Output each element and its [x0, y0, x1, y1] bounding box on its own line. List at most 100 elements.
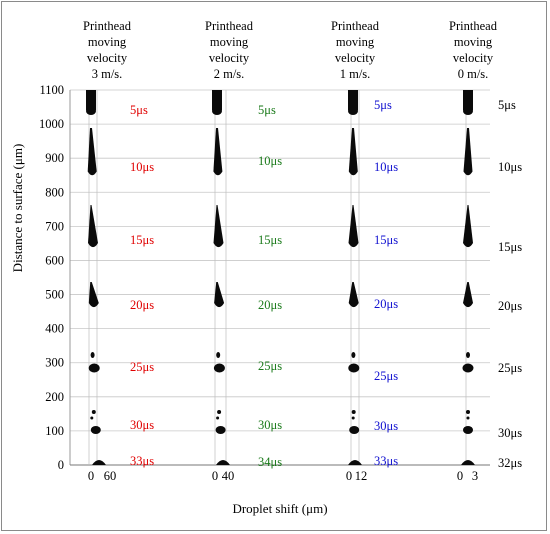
droplet-jet [214, 282, 225, 308]
droplet-column [212, 90, 230, 465]
droplet [88, 363, 100, 373]
droplet-jet [463, 128, 473, 176]
droplet-jet [88, 205, 98, 248]
droplet-column [86, 90, 106, 465]
droplet [463, 107, 473, 115]
x-tick-label: 0 [212, 469, 218, 483]
y-tick-label: 1000 [39, 117, 64, 131]
time-label: 10μs [130, 160, 154, 174]
droplet [348, 107, 358, 115]
y-tick-label: 700 [45, 219, 64, 233]
time-label: 15μs [498, 240, 522, 254]
time-label: 5μs [258, 103, 276, 117]
time-label: 33μs [374, 454, 398, 468]
droplet [466, 416, 470, 420]
droplet-jet [348, 205, 359, 248]
header-line: velocity [452, 51, 494, 65]
droplet-jet [463, 205, 473, 248]
header-line: 3 m/s. [91, 67, 123, 81]
impact-drop [348, 460, 362, 465]
time-label: 34μs [258, 455, 282, 469]
time-label: 10μs [258, 154, 282, 168]
time-label: 15μs [130, 233, 154, 247]
time-label: 25μs [498, 361, 522, 375]
droplet-jet [348, 90, 358, 110]
droplet-jet [463, 282, 473, 308]
droplet-jet [87, 128, 97, 176]
time-label: 30μs [258, 418, 282, 432]
header-2ms: Printhead moving velocity 2 m/s. [174, 18, 284, 82]
droplet-jet [86, 90, 96, 110]
x-tick-label: 40 [222, 469, 235, 483]
header-line: moving [209, 35, 249, 49]
header-line: moving [335, 35, 375, 49]
header-line: 0 m/s. [457, 67, 489, 81]
y-tick-label: 200 [45, 390, 64, 404]
x-tick-label: 0 [457, 469, 463, 483]
time-label: 20μs [130, 298, 154, 312]
y-tick-label: 600 [45, 253, 64, 267]
time-label: 33μs [130, 454, 154, 468]
header-1ms: Printhead moving velocity 1 m/s. [300, 18, 410, 82]
header-line: 2 m/s. [213, 67, 245, 81]
header-line: moving [453, 35, 493, 49]
header-line: velocity [208, 51, 250, 65]
header-line: moving [87, 35, 127, 49]
time-label: 25μs [130, 360, 154, 374]
time-label: 30μs [374, 419, 398, 433]
droplet [216, 352, 221, 358]
header-line: 1 m/s. [339, 67, 371, 81]
y-tick-label: 800 [45, 185, 64, 199]
droplet-jet [348, 282, 359, 308]
droplet [349, 426, 360, 434]
time-label: 25μs [374, 369, 398, 383]
droplet [213, 363, 225, 373]
time-label: 30μs [498, 426, 522, 440]
header-line: velocity [86, 51, 128, 65]
time-label: 5μs [130, 103, 148, 117]
droplet [351, 352, 356, 358]
droplet [216, 416, 220, 420]
x-axis-label: Droplet shift (μm) [232, 501, 328, 516]
time-label: 20μs [374, 297, 398, 311]
time-label: 5μs [498, 98, 516, 112]
droplet [466, 352, 470, 358]
time-label: 5μs [374, 98, 392, 112]
time-label: 20μs [258, 298, 282, 312]
x-tick-label: 60 [104, 469, 117, 483]
time-label: 25μs [258, 359, 282, 373]
x-tick-label: 12 [355, 469, 368, 483]
time-label: 32μs [498, 456, 522, 470]
x-tick-label: 0 [88, 469, 94, 483]
time-label: 15μs [258, 233, 282, 247]
droplet [91, 410, 96, 414]
y-tick-label: 400 [45, 322, 64, 336]
time-label: 10μs [498, 160, 522, 174]
droplet-jet [213, 205, 224, 248]
y-tick-label: 1100 [39, 83, 64, 97]
droplet [90, 426, 101, 434]
header-line: Printhead [331, 19, 379, 33]
y-tick-label: 100 [45, 424, 64, 438]
y-tick-label: 900 [45, 151, 64, 165]
x-tick-label: 3 [472, 469, 478, 483]
header-line: velocity [334, 51, 376, 65]
droplet-jet [348, 128, 358, 176]
impact-drop [92, 460, 106, 465]
header-line: Printhead [205, 19, 253, 33]
header-3ms: Printhead moving velocity 3 m/s. [52, 18, 162, 82]
droplet [463, 426, 473, 434]
header-line: Printhead [83, 19, 131, 33]
droplet-column [348, 90, 362, 465]
droplet [351, 410, 356, 414]
header-line: Printhead [449, 19, 497, 33]
header-0ms: Printhead moving velocity 0 m/s. [418, 18, 528, 82]
droplet [466, 410, 470, 414]
y-tick-label: 500 [45, 288, 64, 302]
y-tick-label: 0 [58, 458, 64, 472]
droplet [348, 363, 360, 373]
droplet [90, 416, 94, 420]
time-label: 20μs [498, 299, 522, 313]
